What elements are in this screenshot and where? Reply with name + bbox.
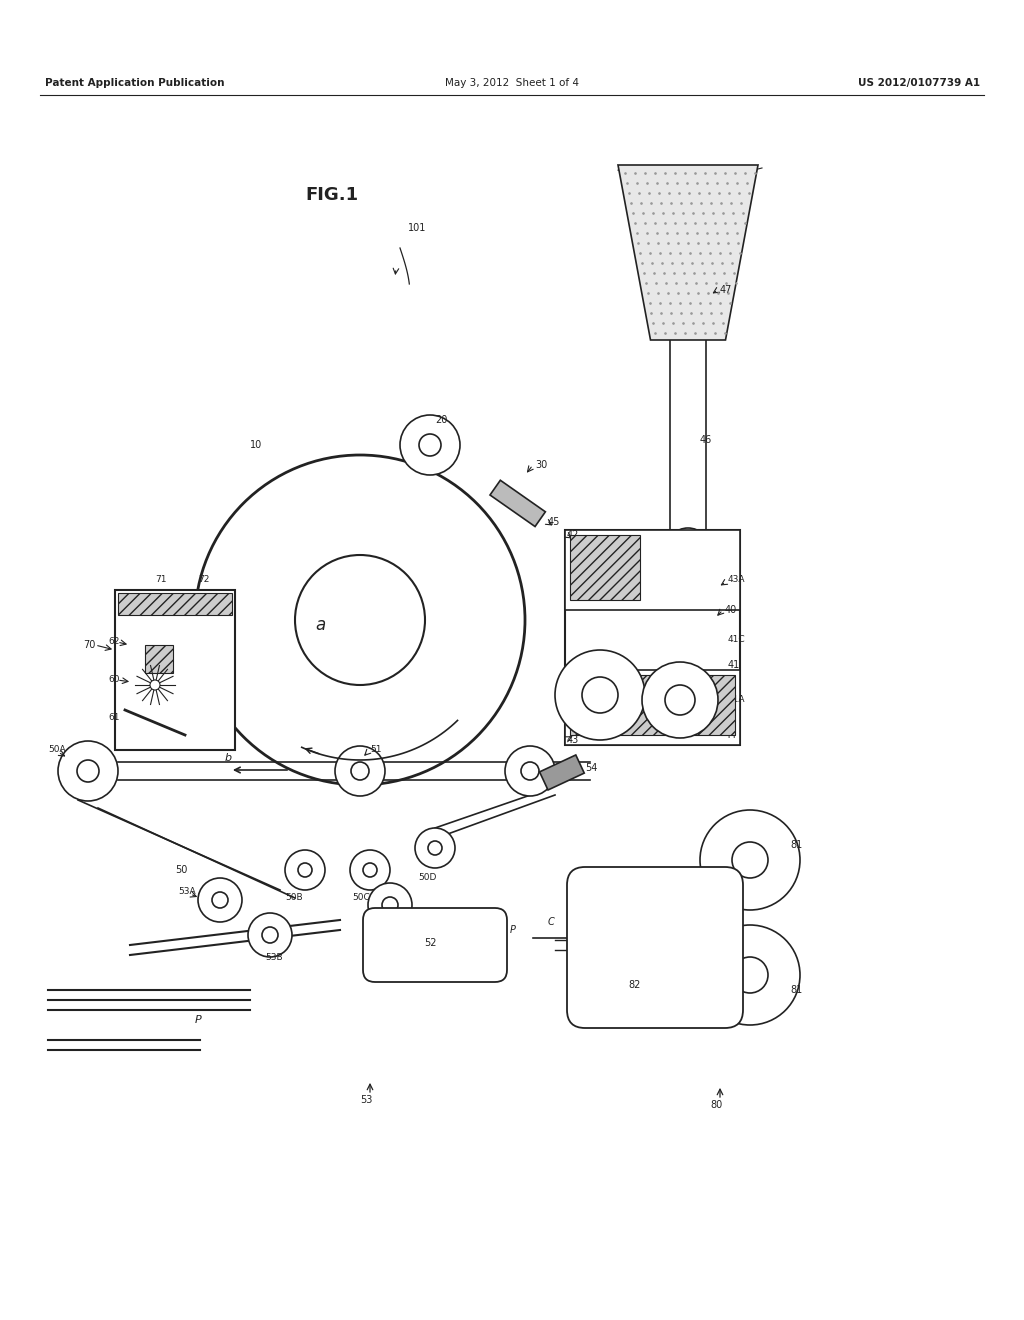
Text: 101: 101 <box>408 223 426 234</box>
FancyBboxPatch shape <box>567 867 743 1028</box>
Circle shape <box>505 746 555 796</box>
Text: 41C: 41C <box>728 635 745 644</box>
Bar <box>540 755 585 789</box>
Circle shape <box>350 850 390 890</box>
Text: P: P <box>195 1015 202 1026</box>
Text: 43A: 43A <box>728 576 745 585</box>
Text: 80: 80 <box>710 1100 722 1110</box>
Text: 45: 45 <box>548 517 560 527</box>
Circle shape <box>582 677 618 713</box>
Polygon shape <box>618 165 758 341</box>
Circle shape <box>298 863 312 876</box>
Bar <box>570 535 640 601</box>
Circle shape <box>150 680 160 690</box>
Circle shape <box>212 892 228 908</box>
FancyBboxPatch shape <box>362 908 507 982</box>
Text: 20: 20 <box>435 414 447 425</box>
Circle shape <box>666 528 710 572</box>
Text: 10: 10 <box>250 440 262 450</box>
Text: 41: 41 <box>728 660 740 671</box>
Text: 43: 43 <box>567 735 580 744</box>
Text: 52: 52 <box>424 939 436 948</box>
Bar <box>490 480 546 527</box>
Text: 54: 54 <box>585 763 597 774</box>
Text: 50C: 50C <box>352 894 370 903</box>
Text: C: C <box>548 917 555 927</box>
Circle shape <box>198 878 242 921</box>
Bar <box>570 675 735 735</box>
Text: US 2012/0107739 A1: US 2012/0107739 A1 <box>858 78 980 88</box>
Text: 53A: 53A <box>178 887 196 896</box>
Text: 50: 50 <box>175 865 187 875</box>
Text: 44: 44 <box>725 730 737 741</box>
Text: May 3, 2012  Sheet 1 of 4: May 3, 2012 Sheet 1 of 4 <box>445 78 579 88</box>
Text: Patent Application Publication: Patent Application Publication <box>45 78 224 88</box>
Text: 41B: 41B <box>600 540 617 549</box>
Circle shape <box>700 810 800 909</box>
Text: 62: 62 <box>108 638 120 647</box>
Bar <box>565 531 740 744</box>
Text: 82: 82 <box>628 979 640 990</box>
Circle shape <box>555 649 645 741</box>
Circle shape <box>295 554 425 685</box>
Text: 42A: 42A <box>573 544 589 553</box>
Text: a: a <box>314 616 326 634</box>
Text: b: b <box>225 752 232 763</box>
Circle shape <box>362 863 377 876</box>
Circle shape <box>732 842 768 878</box>
Circle shape <box>285 850 325 890</box>
Text: 50D: 50D <box>418 874 436 883</box>
Text: 44A: 44A <box>645 715 663 725</box>
Text: 81: 81 <box>790 985 802 995</box>
Circle shape <box>248 913 292 957</box>
Text: FIG.1: FIG.1 <box>305 186 358 205</box>
Bar <box>115 590 234 750</box>
Circle shape <box>419 434 441 455</box>
Text: 40: 40 <box>725 605 737 615</box>
Circle shape <box>400 414 460 475</box>
Text: 71: 71 <box>155 576 167 585</box>
Bar <box>565 671 740 744</box>
Text: 72: 72 <box>198 576 209 585</box>
Circle shape <box>351 762 369 780</box>
Circle shape <box>368 883 412 927</box>
Circle shape <box>428 841 442 855</box>
Text: 50B: 50B <box>285 894 303 903</box>
Text: 30: 30 <box>535 459 547 470</box>
Circle shape <box>382 898 398 913</box>
Circle shape <box>415 828 455 869</box>
Text: 42: 42 <box>567 531 580 540</box>
Circle shape <box>642 663 718 738</box>
Text: 70: 70 <box>83 640 95 649</box>
Circle shape <box>58 741 118 801</box>
Circle shape <box>335 746 385 796</box>
Text: 81: 81 <box>790 840 802 850</box>
Circle shape <box>77 760 99 781</box>
Circle shape <box>680 543 696 558</box>
Bar <box>118 593 232 615</box>
Text: 46: 46 <box>700 436 713 445</box>
Bar <box>145 645 173 673</box>
Text: 53B: 53B <box>265 953 283 962</box>
Bar <box>565 531 740 610</box>
Circle shape <box>700 925 800 1026</box>
Text: P: P <box>510 925 516 935</box>
Circle shape <box>665 685 695 715</box>
Text: 41A: 41A <box>728 696 745 705</box>
Text: 51: 51 <box>370 746 382 755</box>
Text: 53: 53 <box>360 1096 373 1105</box>
Text: 61: 61 <box>108 714 120 722</box>
Text: 47: 47 <box>720 285 732 294</box>
Circle shape <box>195 455 525 785</box>
Circle shape <box>521 762 539 780</box>
Circle shape <box>732 957 768 993</box>
Text: 60: 60 <box>108 676 120 685</box>
Circle shape <box>262 927 278 942</box>
Text: 50A: 50A <box>48 746 66 755</box>
